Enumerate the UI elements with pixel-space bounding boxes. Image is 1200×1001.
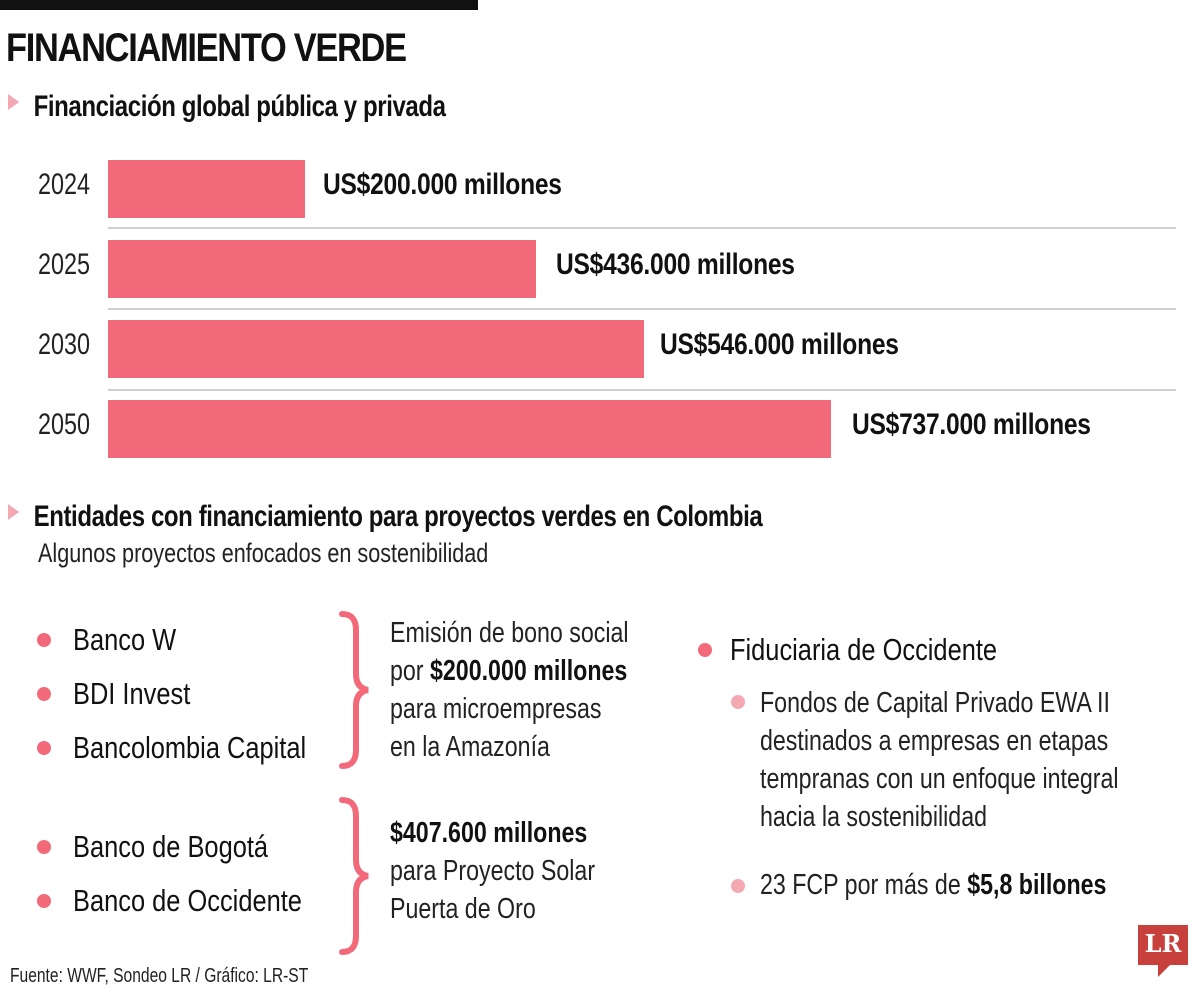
year-label: 2050 <box>38 408 91 441</box>
top-rule <box>0 0 478 10</box>
page-title: FINANCIAMIENTO VERDE <box>6 26 407 70</box>
triangle-bullet-icon <box>8 504 20 520</box>
sub-bullet-dot-icon <box>731 695 745 709</box>
desc-line: hacia la sostenibilidad <box>760 801 987 833</box>
group1-description: Emisión de bono social por $200.000 mill… <box>390 614 629 766</box>
bar-value: US$737.000 millones <box>852 408 1091 441</box>
desc-line: Emisión de bono social <box>390 617 629 649</box>
sub-item-description: 23 FCP por más de $5,8 billones <box>760 866 1106 904</box>
entity-item: BDI Invest <box>73 676 191 711</box>
source-footer: Fuente: WWF, Sondeo LR / Gráfico: LR-ST <box>10 965 309 987</box>
bar-row-2050: 2050 US$737.000 millones <box>0 390 1200 470</box>
bullet-dot-icon <box>37 894 51 908</box>
logo-speech-tail-icon <box>1158 963 1172 977</box>
desc-amount: $407.600 millones <box>390 817 588 849</box>
desc-line: Fondos de Capital Privado EWA II <box>760 687 1110 719</box>
desc-line: por $200.000 millones <box>390 652 629 690</box>
lr-logo: LR <box>1138 925 1188 977</box>
year-label: 2024 <box>38 168 91 201</box>
logo-text: LR <box>1144 929 1182 958</box>
curly-brace-icon <box>339 797 369 955</box>
bar-value: US$436.000 millones <box>556 248 795 281</box>
desc-text: por <box>390 655 430 687</box>
bar-value: US$200.000 millones <box>323 168 562 201</box>
section-heading-entities: Entidades con financiamiento para proyec… <box>8 500 763 534</box>
entity-item: Banco W <box>73 622 177 657</box>
section-heading-text: Entidades con financiamiento para proyec… <box>33 500 763 533</box>
bar-row-2025: 2025 US$436.000 millones <box>0 230 1200 310</box>
section-heading-text: Financiación global pública y privada <box>33 90 446 123</box>
desc-text: 23 FCP por más de <box>760 869 968 901</box>
entity-item: Fiduciaria de Occidente <box>730 632 998 667</box>
row-divider <box>108 308 1176 310</box>
bullet-dot-icon <box>37 687 51 701</box>
desc-line: en la Amazonía <box>390 731 550 763</box>
row-divider <box>108 389 1176 391</box>
group2-description: $407.600 millones para Proyecto Solar Pu… <box>390 814 595 928</box>
sub-bullet-dot-icon <box>731 879 745 893</box>
desc-line: para microempresas <box>390 693 602 725</box>
bullet-dot-icon <box>698 643 712 657</box>
bullet-dot-icon <box>37 741 51 755</box>
bar <box>108 400 831 458</box>
desc-amount: $200.000 millones <box>429 655 628 687</box>
entity-item: Banco de Occidente <box>73 883 302 918</box>
year-label: 2030 <box>38 328 91 361</box>
section-heading-global: Financiación global pública y privada <box>8 90 446 124</box>
desc-line: tempranas con un enfoque integral <box>760 763 1119 795</box>
section-subtitle: Algunos proyectos enfocados en sostenibi… <box>38 538 489 568</box>
curly-brace-icon <box>339 611 369 769</box>
bar-row-2024: 2024 US$200.000 millones <box>0 150 1200 230</box>
entity-item: Bancolombia Capital <box>73 730 307 765</box>
desc-line: para Proyecto Solar <box>390 855 596 887</box>
desc-line: $407.600 millones <box>390 814 595 852</box>
bar <box>108 240 536 298</box>
desc-line: destinados a empresas en etapas <box>760 725 1109 757</box>
bullet-dot-icon <box>37 840 51 854</box>
desc-amount: $5,8 billones <box>967 869 1107 901</box>
sub-item-description: Fondos de Capital Privado EWA II destina… <box>760 684 1119 836</box>
row-divider <box>108 227 1176 229</box>
desc-line: Puerta de Oro <box>390 893 536 925</box>
bar <box>108 160 305 218</box>
entity-item: Banco de Bogotá <box>73 829 269 864</box>
triangle-bullet-icon <box>8 94 20 110</box>
bar-row-2030: 2030 US$546.000 millones <box>0 310 1200 390</box>
bar-value: US$546.000 millones <box>660 328 899 361</box>
bar <box>108 320 644 378</box>
year-label: 2025 <box>38 248 91 281</box>
bullet-dot-icon <box>37 633 51 647</box>
